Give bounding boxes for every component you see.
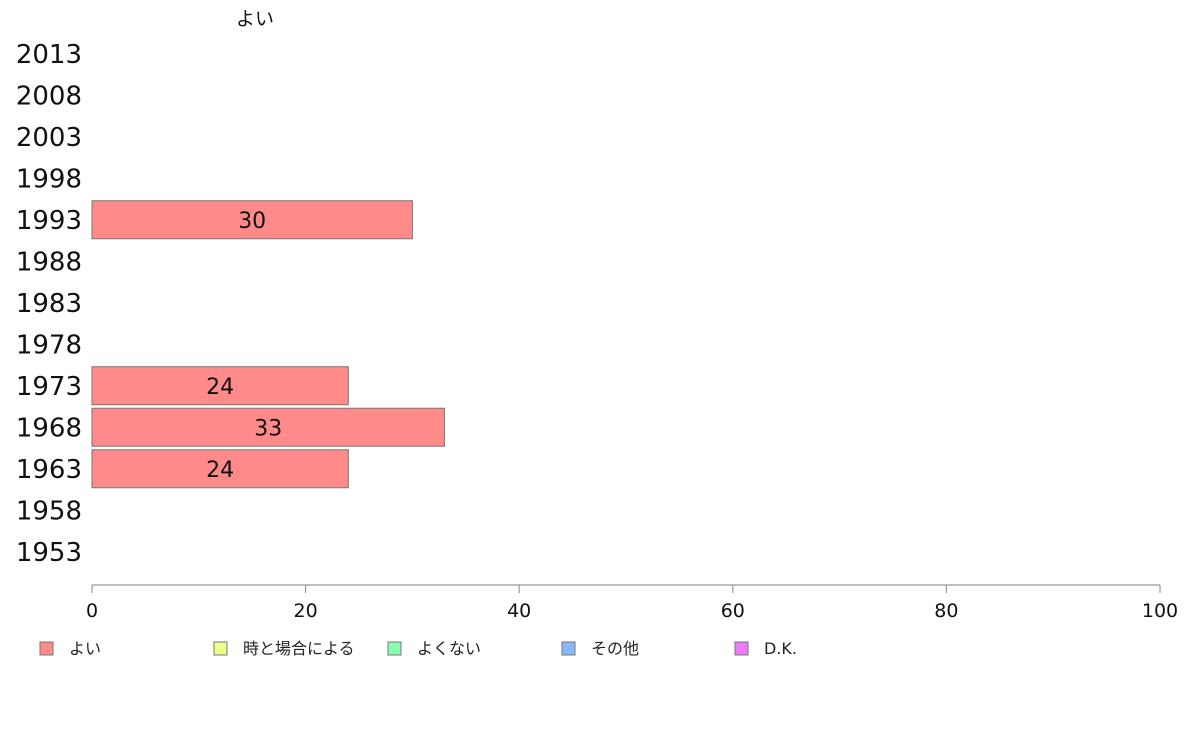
category-label: 2008 bbox=[16, 81, 82, 111]
legend-swatch bbox=[734, 641, 749, 656]
bar-value-label: 30 bbox=[238, 209, 266, 234]
x-axis: 0 20 40 60 80 100 bbox=[86, 584, 1178, 622]
legend-label: よい bbox=[69, 639, 101, 658]
legend-swatch bbox=[561, 641, 576, 656]
x-tick-label: 60 bbox=[721, 600, 745, 622]
legend-swatch bbox=[39, 641, 54, 656]
category-label: 1983 bbox=[16, 289, 82, 319]
category-label: 1953 bbox=[16, 538, 82, 568]
x-tick-label: 40 bbox=[507, 600, 531, 622]
legend: よい 時と場合による よくない その他 D.K. bbox=[39, 639, 797, 658]
category-label: 1988 bbox=[16, 247, 82, 277]
category-label: 2013 bbox=[16, 40, 82, 70]
bar bbox=[91, 200, 413, 240]
x-tick-label: 20 bbox=[294, 600, 318, 622]
bars: 30 24 33 24 bbox=[91, 200, 445, 489]
column-header: よい bbox=[236, 8, 274, 30]
legend-label: 時と場合による bbox=[243, 639, 355, 658]
bar bbox=[91, 366, 349, 406]
legend-swatch bbox=[387, 641, 402, 656]
category-label: 1963 bbox=[16, 455, 82, 485]
x-tick-label: 100 bbox=[1142, 600, 1178, 622]
category-label: 1978 bbox=[16, 330, 82, 360]
category-label: 1993 bbox=[16, 206, 82, 236]
bar bbox=[91, 407, 445, 447]
x-tick-label: 80 bbox=[934, 600, 958, 622]
legend-label: D.K. bbox=[764, 639, 797, 658]
category-label: 1968 bbox=[16, 413, 82, 443]
category-label: 1973 bbox=[16, 372, 82, 402]
bar-value-label: 33 bbox=[254, 416, 282, 441]
legend-label: その他 bbox=[591, 639, 639, 658]
legend-swatch bbox=[213, 641, 228, 656]
category-label: 1958 bbox=[16, 496, 82, 526]
bar-value-label: 24 bbox=[206, 375, 234, 400]
bar bbox=[91, 449, 349, 489]
category-label: 2003 bbox=[16, 123, 82, 153]
legend-label: よくない bbox=[417, 639, 481, 658]
category-labels: 2013 2008 2003 1998 1993 1988 1983 1978 1973 1968… bbox=[16, 40, 82, 568]
bar-value-label: 24 bbox=[206, 458, 234, 483]
category-label: 1998 bbox=[16, 164, 82, 194]
x-tick-label: 0 bbox=[86, 600, 98, 622]
